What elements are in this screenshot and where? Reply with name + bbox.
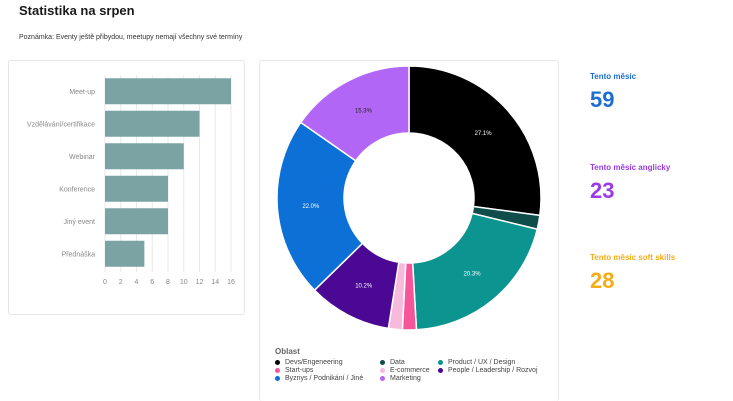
x-tick-label: 12 (196, 279, 204, 286)
category-label: Webinar (69, 154, 96, 161)
legend-label: E-commerce (390, 367, 430, 374)
legend-item: Byznys / Podnikání / Jiné (275, 375, 380, 382)
donut-chart-card: 27.1% 20.3% 10.2% 22.0% 15.3% (259, 60, 559, 401)
slice-label: 22.0% (302, 204, 320, 210)
legend-swatch (438, 368, 443, 373)
x-tick-label: 10 (180, 279, 188, 286)
legend-swatch (438, 360, 443, 365)
legend-item: Marketing (380, 375, 438, 382)
legend-label: Marketing (390, 375, 421, 382)
donut-slice (408, 65, 542, 217)
legend-item: Devs/Engeneering (275, 359, 380, 366)
donut-legend: Oblast Devs/Engeneering Data Product / UX … (275, 347, 548, 382)
category-label: Vzdělávání/certifikace (27, 121, 95, 128)
category-label: Jiný event (63, 219, 95, 226)
bar (105, 110, 200, 137)
legend-swatch (275, 368, 280, 373)
x-tick-label: 0 (103, 279, 107, 286)
kpi-this-month-soft-skills: Tento měsíc soft skills 28 (590, 253, 675, 294)
legend-item: People / Leadership / Rozvoj (438, 367, 548, 374)
x-tick-label: 14 (211, 279, 219, 286)
legend-label: People / Leadership / Rozvoj (448, 367, 538, 374)
kpi-this-month: Tento měsíc 59 (590, 72, 636, 113)
legend-label: Devs/Engeneering (285, 359, 343, 366)
legend-item: Product / UX / Design (438, 359, 548, 366)
legend-items: Devs/Engeneering Data Product / UX / Desig… (275, 359, 548, 382)
kpi-value: 28 (590, 268, 615, 293)
x-tick-label: 2 (119, 279, 123, 286)
slice-label: 27.1% (475, 131, 493, 137)
kpi-label: Tento měsíc anglicky (590, 163, 671, 172)
donut-slice (299, 65, 410, 162)
x-tick-label: 6 (150, 279, 154, 286)
legend-label: Data (390, 359, 405, 366)
legend-title: Oblast (275, 347, 300, 356)
legend-swatch (275, 376, 280, 381)
kpi-this-month-english: Tento měsíc anglicky 23 (590, 163, 670, 204)
legend-label: Byznys / Podnikání / Jiné (285, 375, 364, 382)
area-donut-chart: 27.1% 20.3% 10.2% 22.0% 15.3% (276, 65, 542, 331)
bar (105, 78, 231, 105)
bar (105, 143, 184, 170)
donut-slice (276, 121, 364, 292)
legend-swatch (380, 360, 385, 365)
slice-label: 15.3% (355, 109, 373, 115)
x-tick-label: 16 (227, 279, 235, 286)
category-label: Meet-up (69, 89, 95, 96)
slice-label: 10.2% (355, 283, 373, 289)
kpi-value: 59 (590, 87, 615, 112)
donut-slice (411, 212, 539, 331)
bar-chart-card: 0 2 4 6 8 10 12 14 16 Meet-up Vzdělávání/certifika… (8, 60, 245, 315)
slice-label: 20.3% (464, 272, 482, 278)
legend-item: Start-ups (275, 367, 380, 374)
kpi-value: 23 (590, 178, 615, 203)
kpi-label: Tento měsíc (590, 72, 637, 81)
bar (105, 208, 168, 235)
page-note: Poznámka: Eventy ještě přibydou, meetupy… (19, 34, 243, 41)
legend-swatch (275, 360, 280, 365)
legend-item: E-commerce (380, 367, 438, 374)
bar (105, 175, 168, 202)
x-tick-label: 4 (135, 279, 139, 286)
legend-label: Start-ups (285, 367, 314, 374)
page-title: Statistika na srpen (19, 3, 135, 18)
legend-item: Data (380, 359, 438, 366)
x-tick-label: 8 (166, 279, 170, 286)
kpi-label: Tento měsíc soft skills (590, 253, 676, 262)
category-label: Konference (59, 186, 95, 193)
legend-swatch (380, 368, 385, 373)
legend-label: Product / UX / Design (448, 359, 516, 366)
bar (105, 240, 145, 267)
category-label: Přednáška (62, 251, 96, 258)
legend-swatch (380, 376, 385, 381)
event-type-bar-chart: 0 2 4 6 8 10 12 14 16 Meet-up Vzdělávání/certifika… (27, 75, 235, 286)
